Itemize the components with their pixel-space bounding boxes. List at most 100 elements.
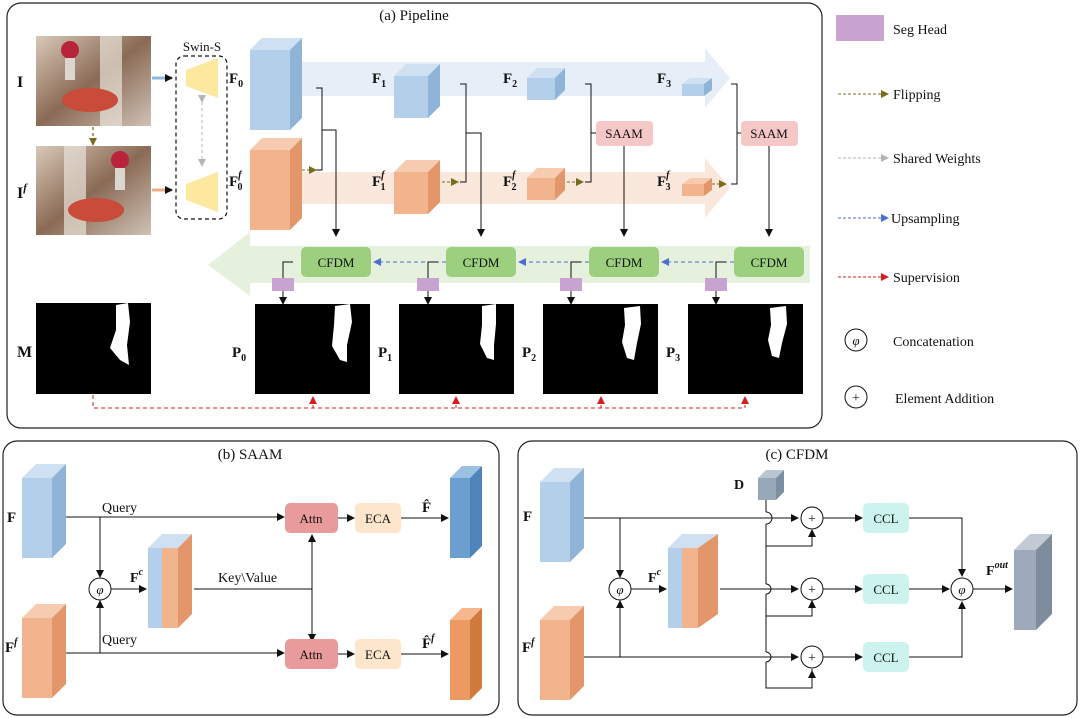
legend-supervision: Supervision: [893, 271, 960, 286]
saam-label-Fc: Fc: [130, 567, 144, 586]
cfdm-label-F: F: [523, 509, 532, 525]
pipeline-title: (a) Pipeline: [379, 8, 449, 24]
cfdm-add-symbol-2: +: [808, 583, 816, 598]
cfdm-ccl-3: [863, 642, 909, 672]
cfdm-label-Fout: Fout: [986, 560, 1009, 579]
saam-cube-F: [22, 464, 66, 558]
cube-Ff1: [394, 160, 440, 214]
legend-flipping: Flipping: [893, 88, 940, 103]
saam-attn-1: [285, 503, 338, 533]
legend-concatenation: Concatenation: [893, 335, 974, 350]
label-Ff0: Ff 0: [229, 170, 243, 193]
input-flipped-label: If: [17, 182, 28, 202]
mask-p2: [543, 304, 658, 394]
backbone-encoder-bottom: [186, 172, 218, 212]
saam-label-Ff: Ff: [5, 637, 19, 656]
label-F3: F3: [657, 71, 671, 90]
cube-Ff0: [250, 138, 302, 230]
cube-F1: [394, 64, 440, 118]
saam-eca-label-2: ECA: [365, 647, 392, 662]
merge-1: [460, 83, 481, 236]
merge-2: [585, 83, 596, 183]
cfdm-label-Fc: Fc: [648, 567, 662, 586]
saam-label-F: F: [7, 510, 16, 526]
saam-query-1: Query: [102, 501, 137, 516]
legend-element-addition: Element Addition: [895, 392, 994, 407]
saam-title: (b) SAAM: [218, 447, 283, 463]
cfdm-concat-symbol-2: φ: [958, 582, 965, 597]
label-F0: F0: [229, 71, 243, 90]
saam-cube-Fc: [148, 534, 192, 628]
saam-eca-2: [355, 639, 401, 669]
saam-label-Fhat: F̂: [422, 499, 431, 516]
cfdm-ccl-2: [863, 574, 909, 604]
saam-label-3: SAAM: [750, 126, 788, 141]
legend-add-symbol: +: [852, 391, 860, 406]
mask-gt-label: M: [17, 344, 32, 361]
saam-box-3: [741, 121, 798, 146]
cfdm-cube-Ff: [540, 606, 584, 700]
saam-attn-2: [285, 639, 338, 669]
saam-eca-1: [355, 503, 401, 533]
cfdm-label-2: CFDM: [606, 255, 643, 270]
cfdm-ccl-1: [863, 503, 909, 533]
cfdm-cube-F: [540, 468, 584, 562]
legend-concat-symbol: φ: [852, 333, 859, 348]
cfdm-box-2: [589, 247, 659, 277]
cube-F3: [682, 78, 712, 96]
merge-3: [731, 83, 741, 185]
cfdm-concat-symbol-1: φ: [616, 582, 623, 597]
input-label: I: [17, 74, 23, 91]
saam-cube-Fhat: [450, 466, 482, 558]
cfdm-label-0: CFDM: [318, 255, 355, 270]
cfdm-cube-Fout: [1014, 534, 1052, 630]
input-image-flipped: [36, 146, 151, 235]
cube-Ff2: [527, 168, 565, 200]
merge-0: [316, 87, 336, 236]
cfdm-ccl-label-2: CCL: [873, 582, 898, 597]
cfdm-panel: [517, 440, 1078, 716]
cfdm-add-symbol-1: +: [808, 512, 816, 527]
cfdm-label-Ff: Ff: [522, 637, 536, 656]
label-Ff2: Ff 2: [503, 170, 517, 193]
saam-label-2: SAAM: [605, 126, 643, 141]
saam-eca-label-1: ECA: [365, 511, 392, 526]
legend: Seg Head Flipping Shared Weights Upsampl…: [836, 15, 994, 409]
supervision-lines: [92, 395, 749, 409]
cfdm-label-1: CFDM: [463, 255, 500, 270]
mask-gt: [36, 303, 151, 394]
cube-F0: [250, 38, 302, 130]
mask-p3-label: P3: [666, 345, 680, 364]
mask-p2-label: P2: [522, 345, 536, 364]
saam-attn-label-1: Attn: [299, 511, 323, 526]
pipeline-panel: [6, 2, 823, 429]
backbone-encoder-top: [186, 58, 218, 98]
mask-p3: [688, 304, 803, 394]
cfdm-label-D: D: [734, 478, 744, 493]
mask-p0: [255, 304, 370, 394]
cfdm-label-3: CFDM: [751, 255, 788, 270]
cfdm-box-1: [446, 247, 516, 277]
cube-Ff3: [682, 178, 712, 196]
input-image: [36, 36, 151, 126]
label-F2: F2: [503, 71, 517, 90]
legend-shared-weights: Shared Weights: [893, 152, 981, 167]
backbone-label: Swin-S: [183, 39, 221, 54]
cfdm-cube-Fc: [668, 534, 718, 628]
mask-p1-label: P1: [378, 345, 392, 364]
saam-query-2: Query: [102, 633, 137, 648]
cfdm-box-0: [301, 247, 371, 277]
cfdm-cube-D: [758, 470, 784, 500]
saam-concat-symbol: φ: [96, 582, 103, 597]
label-F1: F1: [372, 71, 386, 90]
saam-box-2: [596, 121, 653, 146]
saam-keyvalue: Key\Value: [218, 571, 277, 586]
label-Ff1: Ff 1: [372, 170, 386, 193]
cube-F2: [527, 68, 565, 100]
cfdm-title: (c) CFDM: [766, 447, 829, 463]
legend-seg-head: Seg Head: [893, 23, 947, 38]
saam-attn-label-2: Attn: [299, 647, 323, 662]
mask-p0-label: P0: [232, 345, 246, 364]
seg-heads: [272, 261, 727, 305]
